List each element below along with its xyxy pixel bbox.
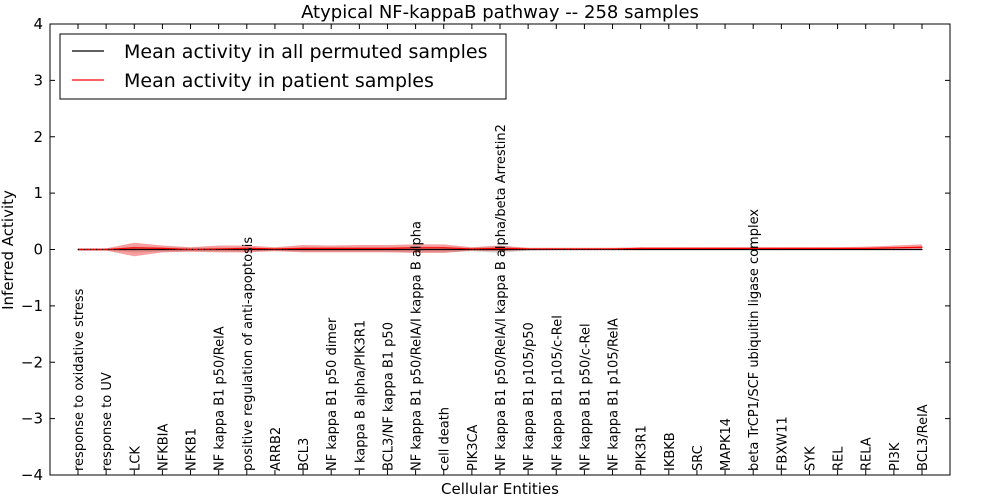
- data-point-patient: [330, 247, 332, 249]
- y-tick-label: 1: [33, 184, 43, 202]
- data-point-patient: [583, 248, 586, 250]
- y-tick-label: −1: [21, 297, 43, 315]
- x-axis-label: Cellular Entities: [441, 480, 559, 498]
- x-category-label: NF kappa B1 p105/p50: [522, 322, 537, 471]
- data-point-permuted: [133, 248, 135, 251]
- y-axis: −4 −3 −2 −1 0 1 2 3 4: [21, 15, 950, 484]
- x-category-label: PI3K: [888, 442, 903, 471]
- x-category-label: NF kappa B1 p50/RelA/I kappa B alpha: [410, 221, 425, 471]
- y-tick-label: 2: [33, 128, 43, 146]
- data-point-patient: [358, 247, 360, 249]
- x-category-label: REL: [832, 446, 847, 471]
- data-point-patient: [386, 247, 389, 249]
- x-category-label: PIK3CA: [466, 424, 481, 471]
- data-point-permuted: [780, 248, 782, 251]
- x-category-label: NF kappa B1 p50/RelA: [213, 326, 228, 471]
- legend-frame: [59, 33, 507, 100]
- data-point-patient: [780, 247, 782, 249]
- x-category-label: BCL3/RelA: [916, 404, 931, 471]
- data-point-patient: [161, 247, 163, 249]
- x-category-label: SRC: [691, 445, 706, 471]
- data-point-patient: [274, 248, 276, 250]
- data-point-patient: [415, 247, 417, 249]
- x-category-label: NF kappa B1 p105/RelA: [607, 318, 622, 471]
- x-category-label: cell death: [438, 407, 453, 471]
- data-point-patient: [246, 247, 248, 249]
- data-point-permuted: [808, 248, 811, 251]
- x-category-label: PIK3R1: [635, 425, 650, 471]
- x-category-label: beta TrCP1/SCF ubiquitin ligase complex: [747, 209, 762, 471]
- data-point-patient: [668, 247, 670, 249]
- x-category-label: response to UV: [100, 372, 115, 471]
- x-category-label: BCL3/NF kappa B1 p50: [381, 322, 396, 471]
- data-point-patient: [921, 246, 923, 248]
- data-point-patient: [893, 247, 895, 249]
- y-tick-label: −4: [21, 466, 43, 484]
- data-point-patient: [133, 247, 135, 249]
- data-point-patient: [218, 248, 220, 250]
- x-category-label: BCL3: [297, 438, 312, 471]
- x-axis: response to oxidative stress response to …: [72, 24, 931, 475]
- data-point-permuted: [358, 248, 360, 251]
- data-point-patient: [302, 247, 304, 249]
- x-category-label: IKBKB: [663, 432, 678, 471]
- data-point-permuted: [499, 248, 501, 251]
- x-category-label: NF kappa B1 p50 dimer: [325, 317, 340, 471]
- y-tick-label: 0: [33, 241, 43, 259]
- x-category-label: NF kappa B1 p50/RelA/I kappa B alpha/bet…: [494, 124, 509, 471]
- data-point-patient: [808, 247, 811, 249]
- x-category-label: NF kappa B1 p105/c-Rel: [550, 315, 565, 471]
- x-category-label: MAPK14: [719, 418, 734, 471]
- x-category-label: SYK: [803, 446, 818, 471]
- legend: Mean activity in all permuted samples Me…: [59, 33, 507, 100]
- x-category-label: LCK: [128, 446, 143, 471]
- series-lines: [77, 246, 923, 251]
- data-point-patient: [865, 247, 867, 249]
- x-category-label: FBXW11: [775, 416, 790, 471]
- data-point-patient: [499, 247, 501, 249]
- data-point-patient: [189, 248, 192, 251]
- x-category-label: NF kappa B1 p50/c-Rel: [578, 323, 593, 471]
- data-point-patient: [837, 247, 839, 249]
- data-point-patient: [752, 247, 754, 249]
- x-category-label: RELA: [860, 437, 875, 471]
- x-category-label: response to oxidative stress: [72, 288, 87, 471]
- y-tick-label: −2: [21, 353, 43, 371]
- y-tick-label: 3: [33, 71, 43, 89]
- x-category-label: I kappa B alpha/PIK3R1: [353, 320, 368, 471]
- legend-label-patient: Mean activity in patient samples: [124, 70, 434, 92]
- data-point-permuted: [415, 248, 417, 251]
- data-point-patient: [640, 247, 642, 249]
- y-tick-label: 4: [33, 15, 43, 33]
- data-point-permuted: [865, 248, 867, 251]
- x-category-label: positive regulation of anti-apoptosis: [241, 237, 256, 471]
- chart-title: Atypical NF-kappaB pathway -- 258 sample…: [301, 2, 699, 23]
- x-category-label: NFKB1: [185, 428, 200, 471]
- data-point-patient: [724, 247, 726, 249]
- data-point-patient: [443, 247, 445, 249]
- y-axis-label: Inferred Activity: [0, 190, 17, 310]
- legend-label-permuted: Mean activity in all permuted samples: [124, 41, 487, 63]
- x-category-label: ARRB2: [269, 427, 284, 471]
- data-point-patient: [696, 247, 698, 249]
- y-tick-label: −3: [21, 410, 43, 428]
- data-point-permuted: [724, 248, 726, 251]
- x-category-label: NFKBIA: [156, 424, 171, 471]
- data-point-permuted: [640, 248, 642, 251]
